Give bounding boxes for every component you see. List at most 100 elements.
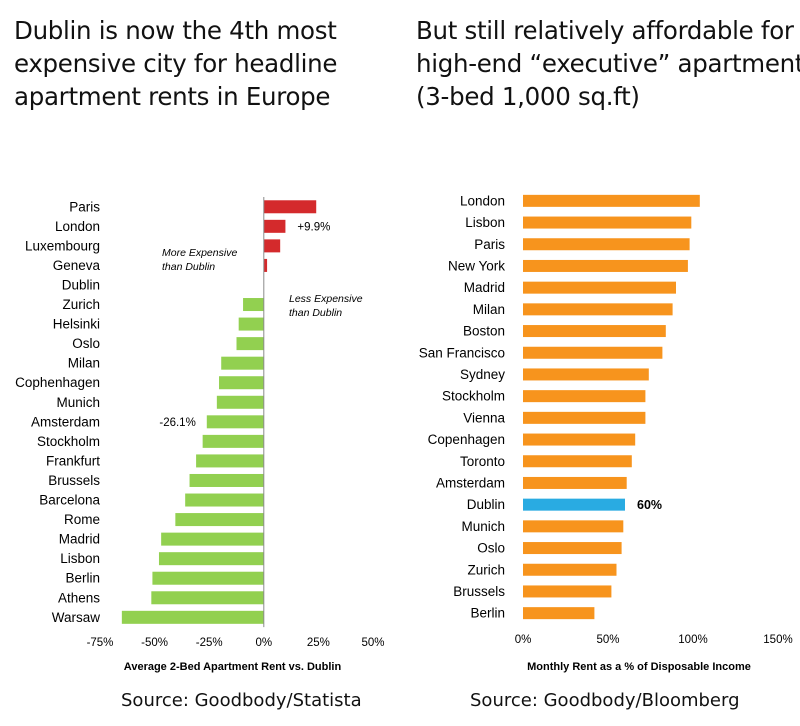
headline-right-line-3: (3-bed 1,000 sq.ft) — [416, 82, 640, 111]
left-tick-label-25: -25% — [196, 637, 223, 649]
left-bar-milan — [221, 356, 264, 370]
left-bar-zurich — [243, 298, 264, 312]
right-category-label-stockholm: Stockholm — [442, 389, 505, 404]
left-category-label-brussels: Brussels — [48, 473, 100, 488]
right-bar-new-york — [523, 259, 688, 272]
left-bar-helsinki — [238, 317, 264, 331]
left-bar-frankfurt — [196, 454, 264, 468]
headline-right-line-2: high-end “executive” apartments — [416, 49, 800, 78]
left-bar-london — [263, 219, 286, 233]
left-tick-label-25: 25% — [307, 637, 330, 649]
left-bar-madrid — [161, 532, 264, 546]
right-category-label-dublin: Dublin — [467, 497, 505, 512]
headline-right: But still relatively affordable for high… — [416, 14, 800, 113]
right-bar-milan — [523, 303, 673, 316]
left-annotation-less-line-2: than Dublin — [289, 307, 342, 319]
right-category-label-oslo: Oslo — [477, 541, 505, 556]
right-bar-sydney — [523, 368, 649, 381]
right-bar-berlin — [523, 607, 595, 620]
left-category-label-berlin: Berlin — [65, 571, 100, 586]
left-bar-athens — [151, 591, 264, 605]
right-category-label-madrid: Madrid — [464, 280, 505, 295]
right-category-label-berlin: Berlin — [470, 606, 505, 621]
right-bar-lisbon — [523, 216, 692, 229]
right-bar-paris — [523, 238, 690, 251]
right-tick-label-150: 150% — [763, 634, 792, 646]
right-bar-amsterdam — [523, 476, 627, 489]
left-tick-label-75: -75% — [87, 637, 114, 649]
left-category-label-lisbon: Lisbon — [60, 551, 100, 566]
left-category-label-milan: Milan — [68, 356, 100, 371]
left-bar-berlin — [152, 571, 264, 585]
left-bar-warsaw — [121, 610, 264, 624]
right-bar-munich — [523, 520, 624, 533]
left-category-label-stockholm: Stockholm — [37, 434, 100, 449]
right-bar-san-francisco — [523, 346, 663, 359]
left-category-label-athens: Athens — [58, 590, 100, 605]
right-bar-copenhagen — [523, 433, 636, 446]
left-bar-stockholm — [202, 434, 264, 448]
left-tick-label-50: 50% — [361, 637, 384, 649]
headline-left: Dublin is now the 4th most expensive cit… — [14, 14, 384, 113]
right-bar-london — [523, 194, 700, 207]
left-category-label-barcelona: Barcelona — [39, 493, 100, 508]
right-category-label-paris: Paris — [474, 237, 505, 252]
right-bar-boston — [523, 325, 666, 338]
left-annotation-less-line-1: Less Expensive — [289, 293, 363, 305]
right-bar-brussels — [523, 585, 612, 598]
right-bar-zurich — [523, 563, 617, 576]
left-category-label-geneva: Geneva — [53, 258, 101, 273]
left-annotation-more-line-2: than Dublin — [162, 261, 215, 273]
right-tick-label-100: 100% — [678, 634, 707, 646]
right-category-label-new-york: New York — [448, 258, 505, 273]
left-axis-title: Average 2-Bed Apartment Rent vs. Dublin — [124, 661, 342, 673]
headline-right-line-1: But still relatively affordable for — [416, 16, 794, 45]
left-bar-oslo — [236, 337, 264, 351]
left-category-label-dublin: Dublin — [62, 277, 100, 292]
left-category-label-helsinki: Helsinki — [53, 317, 100, 332]
left-bar-geneva — [263, 258, 268, 272]
left-category-label-cophenhagen: Cophenhagen — [15, 375, 100, 390]
right-bar-oslo — [523, 542, 622, 555]
right-tick-label-0: 0% — [515, 634, 532, 646]
left-bar-amsterdam — [206, 415, 264, 429]
left-tick-label-50: -50% — [141, 637, 168, 649]
left-category-label-zurich: Zurich — [62, 297, 100, 312]
right-category-label-boston: Boston — [463, 324, 505, 339]
right-axis-title: Monthly Rent as a % of Disposable Income — [527, 661, 751, 673]
headline-left-line-1: Dublin is now the 4th most — [14, 16, 337, 45]
left-category-label-rome: Rome — [64, 512, 100, 527]
left-data-label-amsterdam: -26.1% — [159, 417, 195, 429]
right-category-label-copenhagen: Copenhagen — [428, 432, 505, 447]
right-category-label-london: London — [460, 193, 505, 208]
right-bar-toronto — [523, 455, 632, 468]
left-bar-luxembourg — [263, 239, 281, 253]
source-right: Source: Goodbody/Bloomberg — [470, 690, 740, 711]
left-category-label-luxembourg: Luxembourg — [25, 238, 100, 253]
headline-left-line-2: expensive city for headline — [14, 49, 338, 78]
right-tick-label-50: 50% — [596, 634, 619, 646]
left-bar-lisbon — [158, 552, 264, 566]
left-bar-rome — [175, 513, 264, 527]
left-category-label-oslo: Oslo — [72, 336, 100, 351]
left-bar-brussels — [189, 473, 264, 487]
right-data-label-dublin: 60% — [637, 498, 662, 512]
right-category-label-brussels: Brussels — [453, 584, 505, 599]
right-bar-dublin — [523, 498, 625, 511]
left-category-label-paris: Paris — [69, 199, 100, 214]
left-category-label-madrid: Madrid — [59, 532, 100, 547]
right-bar-madrid — [523, 281, 676, 294]
left-tick-label-0: 0% — [255, 637, 272, 649]
left-data-label-london: +9.9% — [297, 221, 330, 233]
right-category-label-vienna: Vienna — [463, 410, 505, 425]
right-bar-stockholm — [523, 390, 646, 403]
right-category-label-lisbon: Lisbon — [465, 215, 505, 230]
right-category-label-amsterdam: Amsterdam — [436, 475, 505, 490]
headline-left-line-3: apartment rents in Europe — [14, 82, 331, 111]
right-category-label-milan: Milan — [473, 302, 505, 317]
left-category-label-munich: Munich — [56, 395, 100, 410]
right-category-label-zurich: Zurich — [467, 562, 505, 577]
left-bar-munich — [216, 395, 264, 409]
left-bar-cophenhagen — [219, 376, 264, 390]
